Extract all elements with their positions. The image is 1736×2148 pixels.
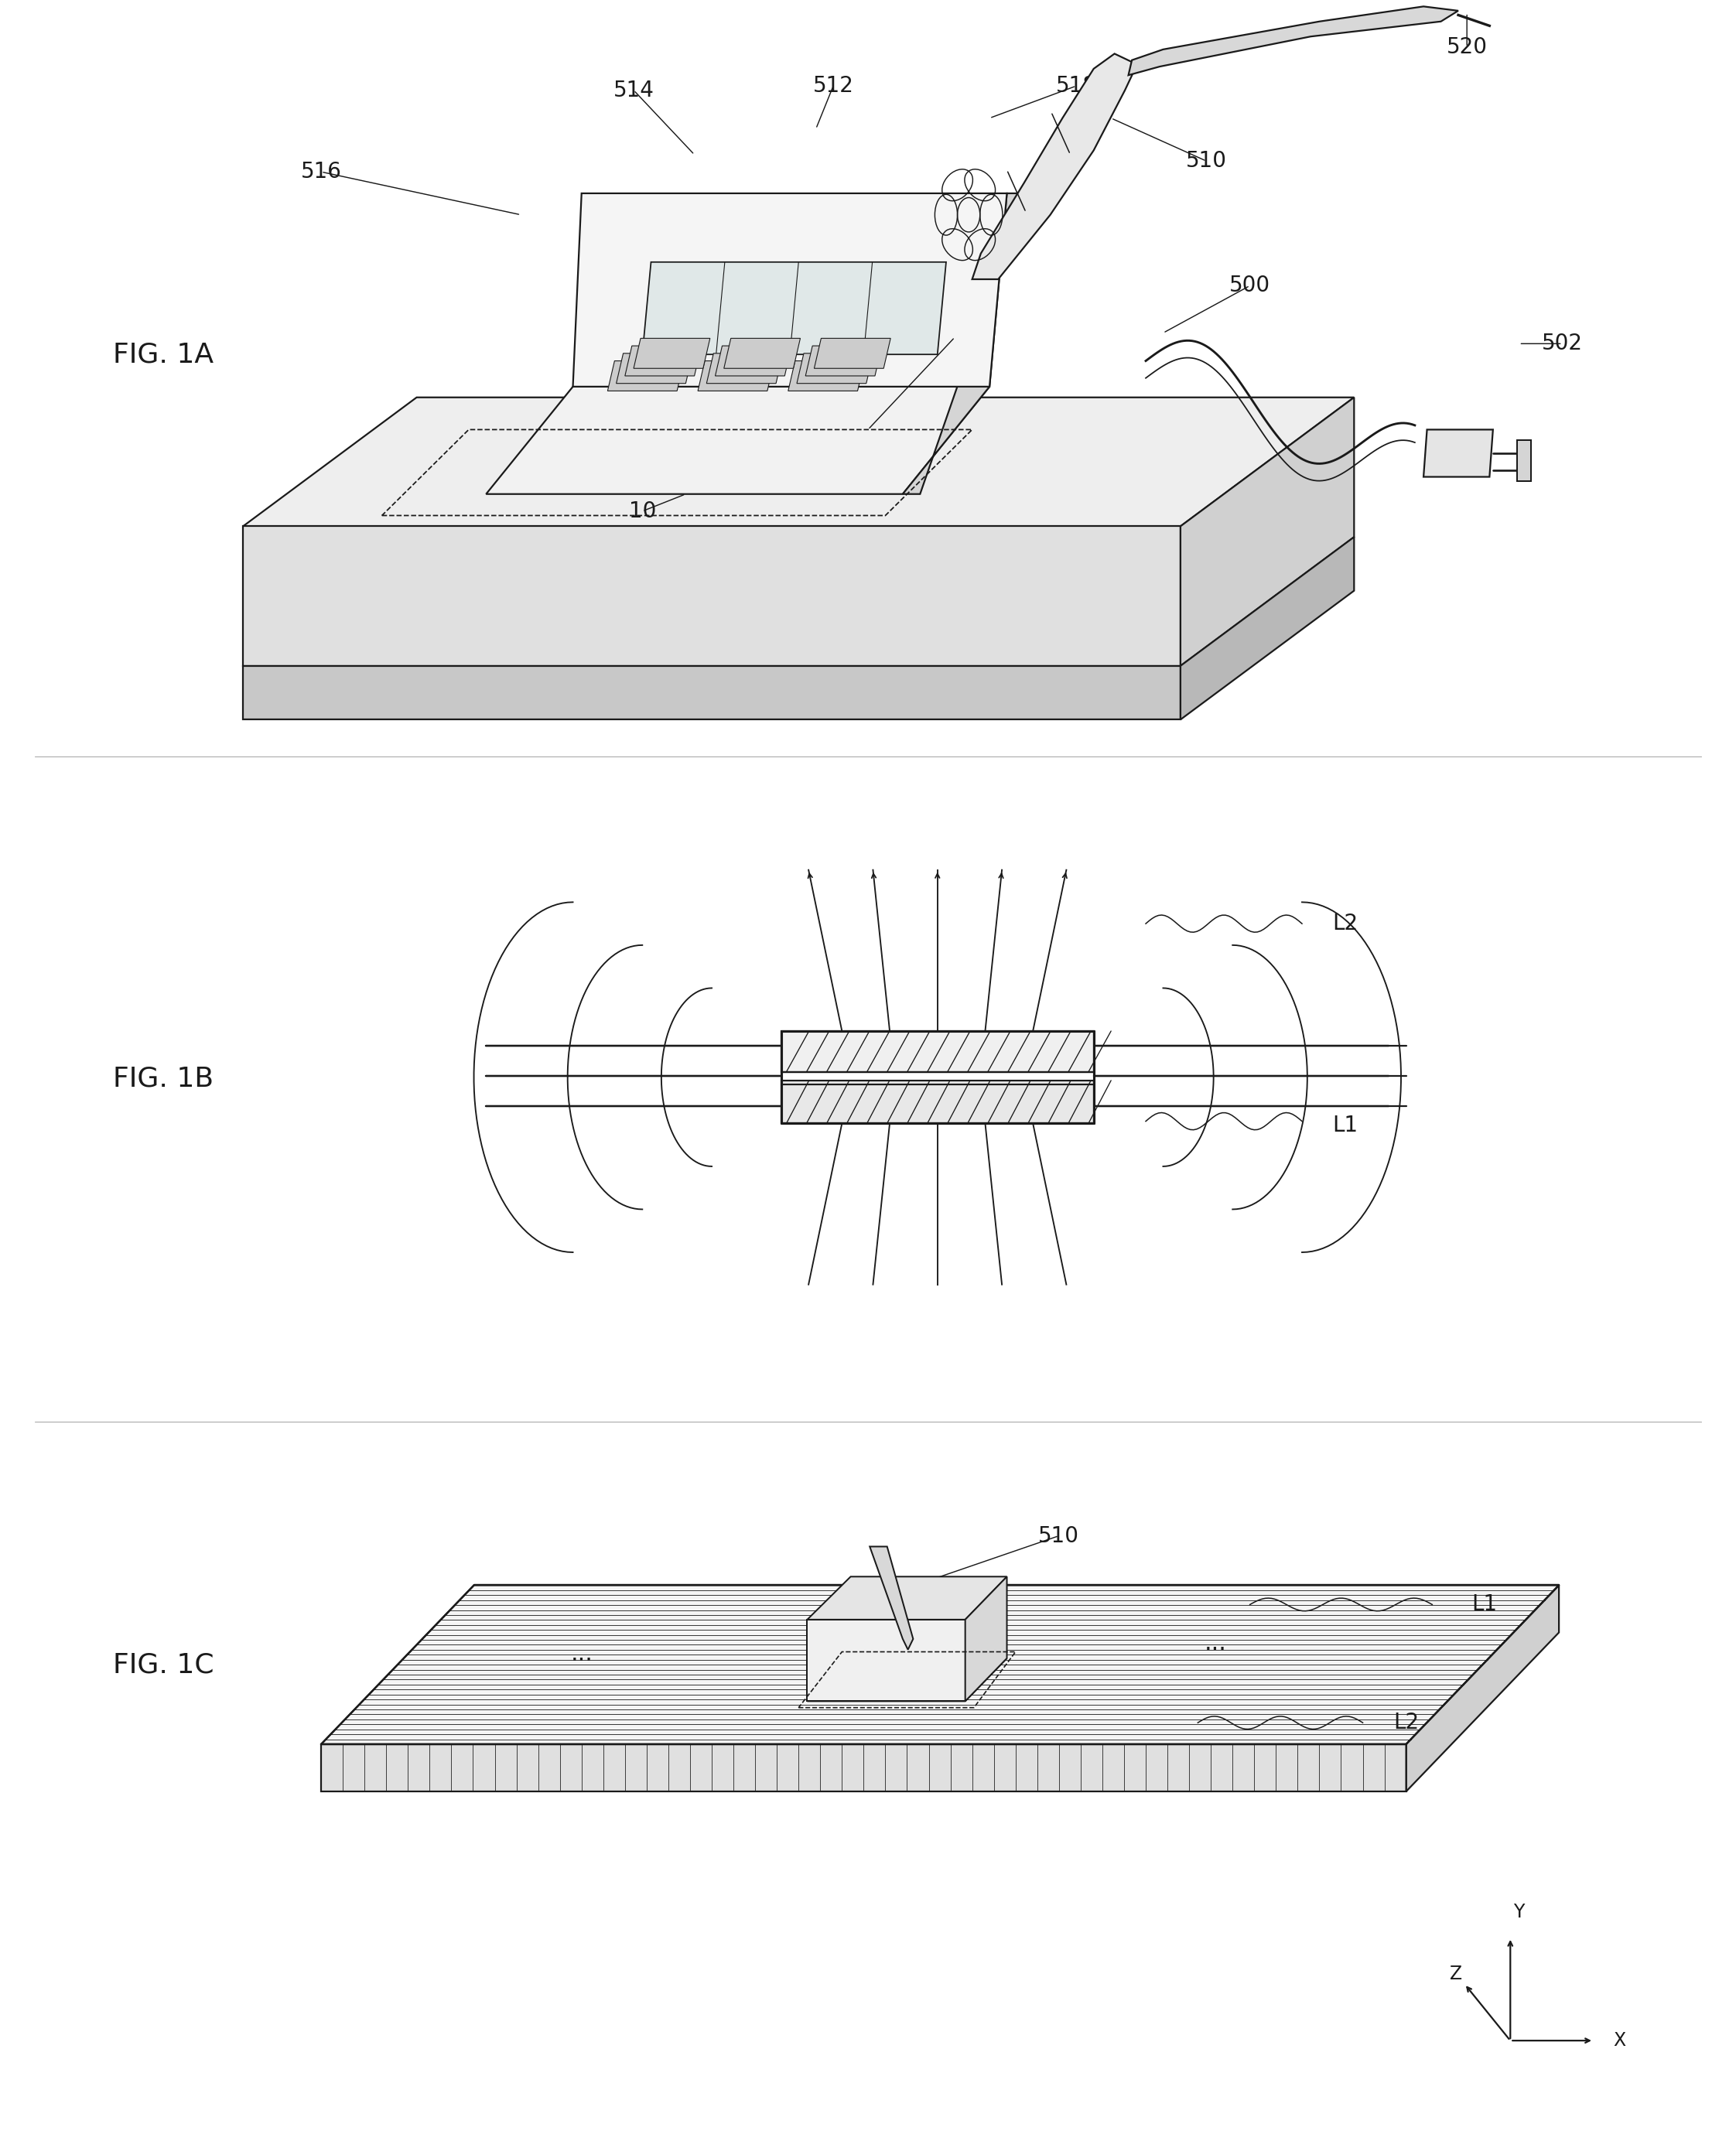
Polygon shape	[797, 354, 873, 382]
Polygon shape	[1406, 1585, 1559, 1791]
Polygon shape	[698, 361, 774, 391]
Text: 10: 10	[628, 500, 656, 522]
Text: FIG. 1C: FIG. 1C	[113, 1652, 214, 1678]
Polygon shape	[243, 526, 1180, 666]
Polygon shape	[1424, 430, 1493, 477]
Polygon shape	[806, 346, 882, 376]
Text: FIG. 1A: FIG. 1A	[113, 342, 214, 367]
Text: 510: 510	[1186, 150, 1227, 172]
Polygon shape	[814, 337, 891, 369]
Text: L2: L2	[1333, 913, 1358, 934]
Polygon shape	[243, 666, 1180, 720]
Text: X: X	[1613, 2032, 1627, 2049]
Polygon shape	[972, 54, 1137, 279]
Polygon shape	[807, 1620, 965, 1701]
Polygon shape	[781, 1080, 1094, 1123]
Polygon shape	[870, 1547, 913, 1650]
Polygon shape	[1180, 397, 1354, 666]
Text: 40: 40	[941, 326, 969, 348]
Text: L1: L1	[1333, 1115, 1358, 1136]
Text: 518: 518	[1055, 75, 1097, 97]
Polygon shape	[625, 346, 701, 376]
Text: L2: L2	[1394, 1712, 1418, 1733]
Polygon shape	[724, 337, 800, 369]
Polygon shape	[642, 262, 946, 354]
Text: 500: 500	[1229, 275, 1271, 296]
Polygon shape	[788, 361, 865, 391]
Text: Z: Z	[1450, 1963, 1462, 1983]
Text: 516: 516	[300, 161, 342, 183]
Polygon shape	[573, 193, 1007, 387]
Text: ...: ...	[571, 1643, 592, 1665]
Polygon shape	[1180, 537, 1354, 720]
Polygon shape	[608, 361, 684, 391]
Text: 502: 502	[1542, 333, 1583, 354]
Polygon shape	[707, 354, 783, 382]
Text: FIG. 1B: FIG. 1B	[113, 1065, 214, 1091]
Text: Y: Y	[1514, 1903, 1524, 1920]
Polygon shape	[243, 397, 1354, 526]
Polygon shape	[781, 1031, 1094, 1072]
Polygon shape	[634, 337, 710, 369]
Text: 512: 512	[812, 75, 854, 97]
Polygon shape	[616, 354, 693, 382]
Polygon shape	[1128, 6, 1458, 75]
Text: 510: 510	[1038, 1525, 1080, 1547]
Polygon shape	[486, 387, 990, 494]
Polygon shape	[321, 1744, 1406, 1791]
Text: 514: 514	[613, 79, 654, 101]
Polygon shape	[807, 1577, 1007, 1620]
Polygon shape	[1517, 440, 1531, 481]
Text: ...: ...	[1205, 1632, 1226, 1654]
Polygon shape	[807, 1658, 1007, 1701]
Polygon shape	[965, 1577, 1007, 1701]
Polygon shape	[903, 193, 1024, 494]
Text: 520: 520	[1446, 37, 1488, 58]
Polygon shape	[715, 346, 792, 376]
Polygon shape	[321, 1585, 1559, 1744]
Text: L1: L1	[1472, 1594, 1496, 1615]
